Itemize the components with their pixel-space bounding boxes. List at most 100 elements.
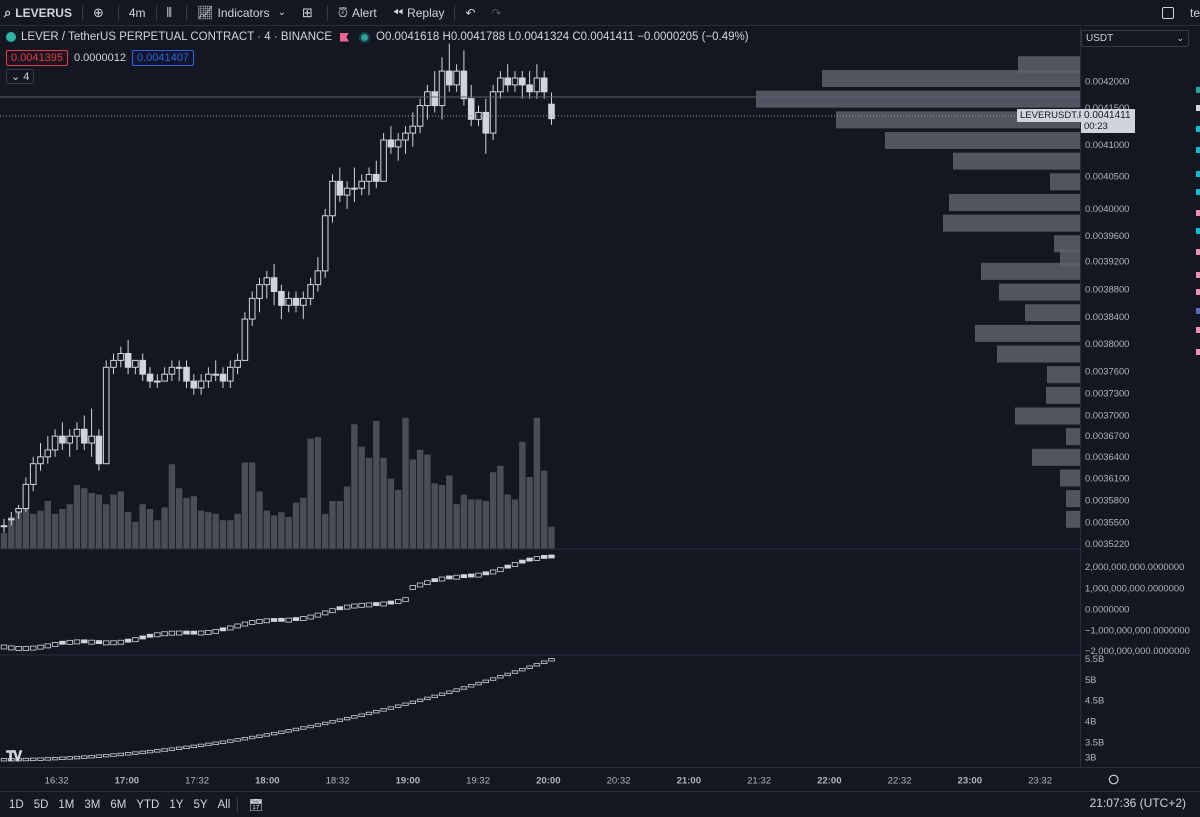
undo-button[interactable]: ↶ [457,0,483,26]
delta-tick-label: 0.0000000 [1085,604,1129,615]
volume-bar [88,493,95,549]
time-labels: 16:32 17:00 17:32 18:00 18:32 19:00 19:32 20:00… [45,775,1052,786]
cumvol-bar [307,724,314,729]
time-label: 20:32 [607,775,631,786]
symbol-search-button[interactable]: ⌕ LEVERUS [0,0,80,26]
candle-body [387,139,395,148]
clock-timezone[interactable]: 21:07:36 (UTC+2) [1089,796,1186,810]
compare-button[interactable]: ⊕ [85,0,116,26]
range-button-1d[interactable]: 1D [9,798,24,811]
marker [1196,349,1200,355]
cumvol-bar [460,686,468,690]
chart-legend[interactable]: LEVER / TetherUS PERPETUAL CONTRACT · 4 … [6,31,749,43]
volume-bar [358,446,365,549]
profile-row [975,324,1080,342]
volume-bar [438,485,446,549]
profile-row [1018,56,1080,74]
volume-bar [103,504,110,549]
cumvol-bar [95,754,103,758]
volume-bar [307,438,314,549]
profile-row [1060,469,1080,487]
candle-body [329,180,336,217]
volume-bar [161,507,168,549]
volume-bar [548,526,555,549]
range-button-1y[interactable]: 1Y [169,798,184,811]
cumvol-bar [212,741,219,745]
redo-button[interactable]: ↷ [484,0,510,26]
indicators-icon: 📈︎ [197,4,214,20]
range-button-ytd[interactable]: YTD [136,798,160,811]
cumvol-bar [227,739,234,743]
user-menu-button[interactable]: te [1182,0,1200,26]
volume-bar [168,464,176,549]
indicators-button[interactable]: 📈︎ Indicators ⌄ [189,0,294,26]
time-label: 22:32 [888,775,912,786]
layout-button[interactable] [1154,0,1182,26]
flag-icon[interactable] [340,32,350,42]
divider [155,4,157,21]
delta-bar [358,602,365,608]
candle-body [256,284,263,299]
tradingview-logo-icon[interactable]: 𝐓𝐕 [6,748,22,764]
range-button-1m[interactable]: 1M [58,798,75,811]
range-button-5d[interactable]: 5D [33,798,49,811]
volume-bar [343,486,351,549]
delta-bar [183,630,190,635]
range-button-5y[interactable]: 5Y [193,798,208,811]
buy-price-button[interactable]: 0.0041407 [132,50,194,66]
interval-button[interactable]: 4m [121,0,154,26]
candle-body [197,380,205,389]
alert-label: Alert [352,5,377,20]
go-to-date-button[interactable]: 📅︎ [240,792,271,817]
candle-body [227,366,234,382]
chart-type-button[interactable]: ⫴ [159,0,184,26]
time-label: 20:00 [536,775,561,786]
templates-button[interactable]: ⊞ [294,0,325,26]
volume-bar [497,465,504,549]
profile-row [885,131,1080,149]
volume-bar [37,510,44,549]
divider [81,4,83,21]
last-price-value: 0.0041411 [1084,110,1131,121]
sell-price-button[interactable]: 0.0041395 [6,50,68,66]
candle-body [307,284,314,299]
volume-bar [227,520,234,549]
cumvol-bar [44,757,51,761]
candle-body [402,132,409,141]
range-button-3m[interactable]: 3M [84,798,101,811]
cumvol-bar [278,730,285,734]
cumvol-bar [467,684,475,688]
candle-body [460,70,468,100]
volume-bar [212,513,219,549]
delta-bar [59,640,66,645]
candle-body [321,215,329,272]
candle-body [365,173,373,182]
delta-bar [248,620,256,625]
delta-bar [387,600,395,605]
volume-bar [409,459,416,549]
candle-body [248,297,256,320]
range-button-6m[interactable]: 6M [110,798,127,811]
settings-gear-icon[interactable] [1108,774,1119,785]
replay-label: Replay [407,5,445,20]
delta-bar [489,569,497,575]
symbol-title[interactable]: LEVER / TetherUS PERPETUAL CONTRACT · 4 … [21,31,333,43]
price-tick-label: 0.0038400 [1085,311,1129,322]
time-axis[interactable]: 16:32 17:00 17:32 18:00 18:32 19:00 19:32 20:00… [0,767,1200,791]
delta-bar [154,632,161,638]
currency-select[interactable]: USDT ⌄ [1081,30,1189,47]
delta-bar [409,585,416,590]
volume-tick-label: 4.5B [1085,695,1104,706]
volume-bar [205,512,212,549]
replay-button[interactable]: ⏪︎ Replay [385,0,453,26]
alert-button[interactable]: ⏰︎ Alert [330,0,385,26]
cumvol-bar [183,745,190,749]
cumvol-bar [373,710,380,714]
candle-body [409,125,417,134]
candle-body [394,139,402,148]
indicators-collapse-button[interactable]: ⌄ 4 [6,69,35,84]
range-button-all[interactable]: All [217,798,231,811]
candle-body [124,353,132,368]
price-scale[interactable]: 0.0042000 0.0041500 0.0041000 0.0040500 0.00… [1080,27,1190,767]
chart-canvas[interactable] [0,27,1080,767]
